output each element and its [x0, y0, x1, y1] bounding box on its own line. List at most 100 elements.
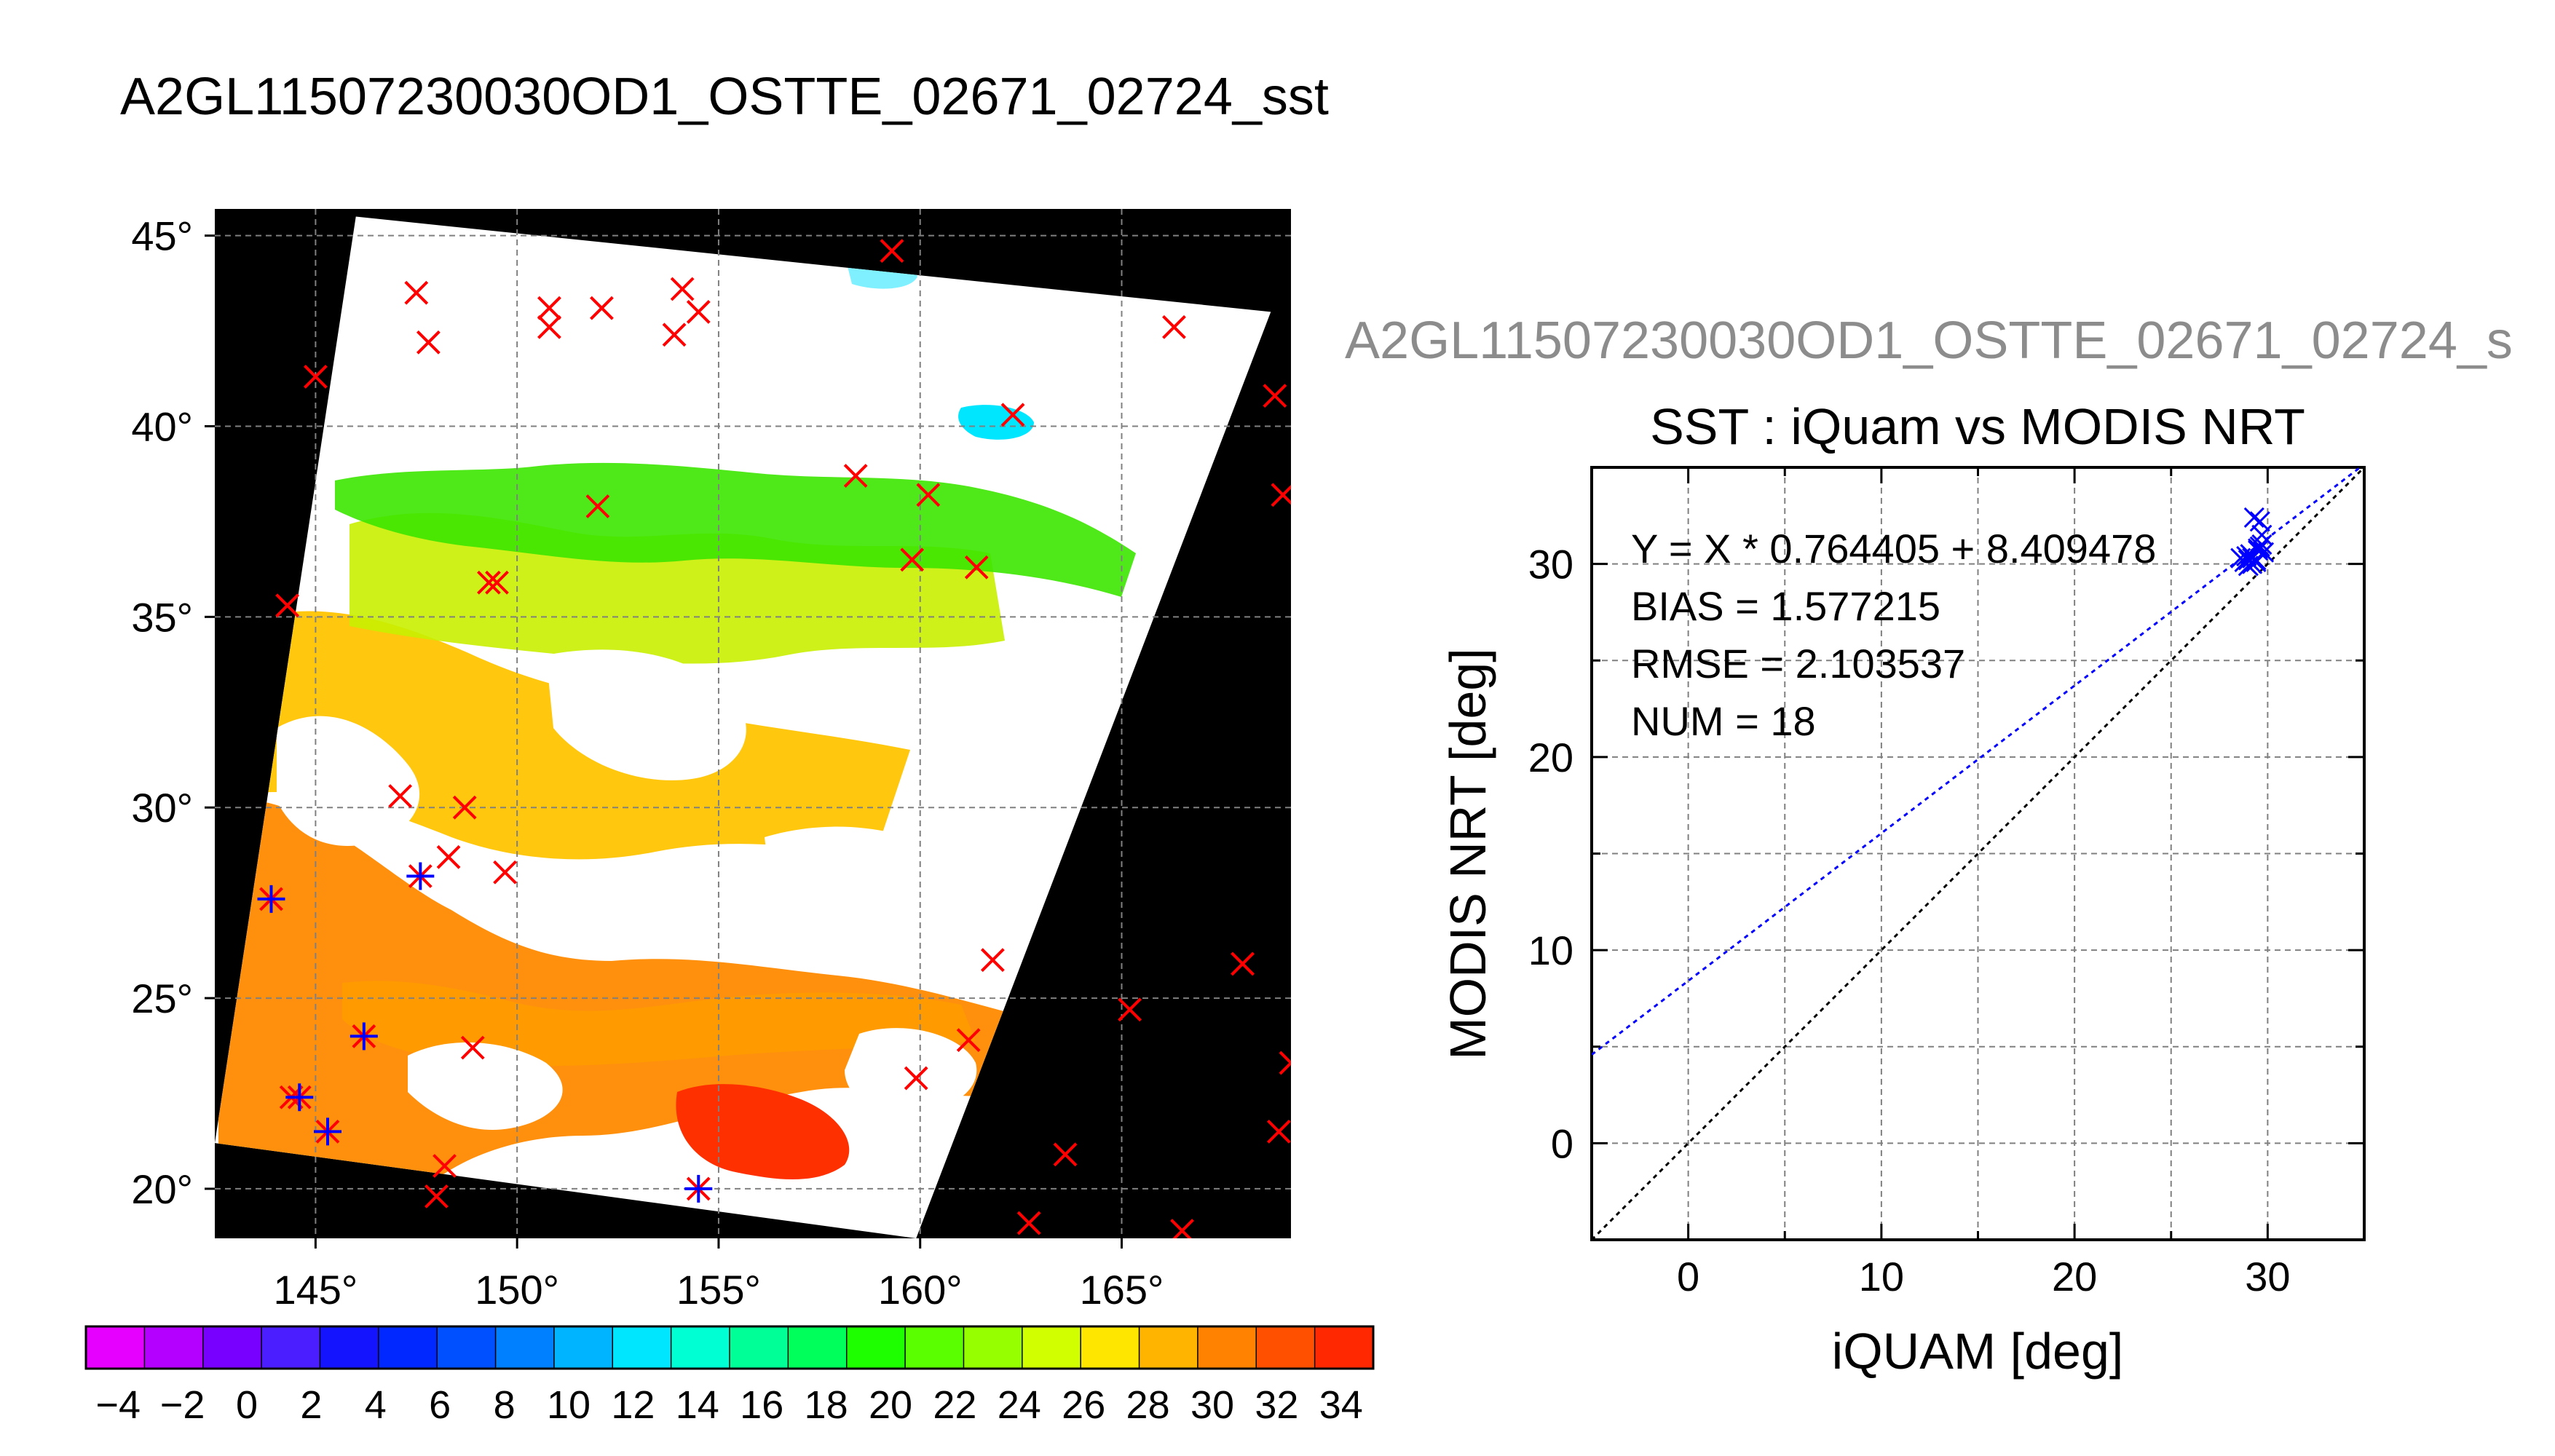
cloud-patch-4: [408, 1042, 563, 1130]
red-x-marker: [537, 314, 561, 339]
scatter-title: SST : iQuam vs MODIS NRT: [1650, 398, 2305, 455]
red-x-marker: [424, 1184, 449, 1208]
colorbar-cell: [1197, 1326, 1257, 1369]
red-x-marker: [662, 323, 687, 347]
scatter-panel: SST : iQuam vs MODIS NRT 0 10 20 300102030 …: [1440, 398, 2366, 1380]
map-lat-tick-label: 45°: [131, 213, 193, 259]
scatter-point: [2251, 534, 2272, 555]
map-lat-tick-label: 20°: [131, 1166, 193, 1212]
colorbar-tick-label: 8: [494, 1383, 516, 1427]
colorbar-cell: [963, 1326, 1023, 1369]
x-axis-label: iQUAM [deg]: [1832, 1323, 2124, 1380]
red-x-marker: [670, 277, 695, 301]
colorbar-tick-label: 4: [365, 1383, 387, 1427]
red-x-marker: [880, 239, 904, 264]
scatter-annotation: RMSE = 2.103537: [1631, 641, 1965, 687]
red-x-marker: [1162, 314, 1186, 339]
colorbar-cell: [1022, 1326, 1081, 1369]
scatter-annotation: Y = X * 0.764405 + 8.409478: [1631, 526, 2156, 571]
red-x-marker: [1053, 1142, 1078, 1167]
red-x-marker: [433, 1154, 457, 1178]
red-x-marker: [1000, 403, 1025, 427]
red-x-marker: [477, 570, 501, 595]
colorbar-cell: [788, 1326, 848, 1369]
cloud-patch-3: [765, 826, 982, 941]
red-x-marker: [904, 1066, 928, 1091]
colorbar-cell: [905, 1326, 964, 1369]
colorbar-tick-label: 22: [933, 1383, 976, 1427]
colorbar-tick-label: 6: [429, 1383, 451, 1427]
red-x-marker: [416, 330, 441, 355]
colorbar-cell: [1256, 1326, 1316, 1369]
colorbar-cell: [202, 1326, 262, 1369]
colorbar-tick-label: 10: [547, 1383, 591, 1427]
red-x-marker: [1016, 1211, 1041, 1235]
red-x-marker: [1118, 997, 1142, 1022]
colorbar-cell: [437, 1326, 497, 1369]
colorbar-tick-label: 14: [676, 1383, 719, 1427]
scatter-annotation: BIAS = 1.577215: [1631, 583, 1940, 629]
blue-star-marker: [406, 862, 435, 890]
map-lon-tick-label: 160°: [878, 1267, 963, 1313]
colorbar-cells: [86, 1326, 1374, 1369]
red-x-marker: [590, 296, 614, 320]
colorbar-tick-label: 32: [1255, 1383, 1298, 1427]
colorbar-cell: [553, 1326, 613, 1369]
red-x-marker: [585, 494, 610, 518]
colorbar-tick-label: 28: [1126, 1383, 1170, 1427]
map-lon-tick-label: 165°: [1080, 1267, 1164, 1313]
red-x-marker: [1279, 1051, 1291, 1075]
scatter-annotation: NUM = 18: [1631, 698, 1816, 744]
red-x-marker: [1266, 1119, 1291, 1144]
scatter-y-tick-label: 30: [1528, 542, 1573, 587]
colorbar-cell: [1081, 1326, 1140, 1369]
scatter-points: [2230, 507, 2275, 577]
colorbar-frame: [84, 1325, 1375, 1370]
colorbar-cell: [1314, 1326, 1374, 1369]
colorbar-tick-label: 18: [805, 1383, 848, 1427]
red-x-marker: [956, 1028, 981, 1053]
map-panel: 145° 150° 155° 160° 165° 45° 40° 35° 30° 25° 20°: [131, 209, 1291, 1313]
scatter-x-tick-label: 0: [1677, 1254, 1699, 1299]
colorbar-cell: [612, 1326, 672, 1369]
blue-star-marker: [257, 885, 285, 913]
red-x-marker: [404, 280, 429, 305]
red-x-marker: [1231, 951, 1255, 976]
red-x-marker: [460, 1035, 485, 1060]
colorbar-tick-label: −4: [95, 1383, 141, 1427]
map-lat-tick-label: 25°: [131, 976, 193, 1021]
blue-star-marker: [350, 1022, 378, 1051]
scatter-y-tick-label: 20: [1528, 735, 1573, 780]
red-x-marker: [436, 844, 461, 869]
figure-title: A2GL11507230030OD1_OSTTE_02671_02724_sst: [120, 68, 1329, 126]
sst-field: [218, 253, 1136, 1238]
cloud-patch-1: [277, 716, 420, 846]
colorbar-cell: [1139, 1326, 1198, 1369]
red-x-marker: [303, 365, 328, 389]
colorbar: −4 −2 0 2 4 6 8 10 12 14 16 18 20 22 24 26 28 30 32 34: [84, 1325, 1375, 1427]
red-x-marker: [275, 593, 300, 618]
red-x-marker: [964, 555, 989, 579]
colorbar-tick-label: 0: [236, 1383, 258, 1427]
red-x-marker: [686, 299, 711, 324]
sst-region-green: [335, 462, 1136, 597]
blue-star-marker: [684, 1174, 713, 1203]
secondary-title: A2GL11507230030OD1_OSTTE_02671_02724_s: [1345, 312, 2513, 370]
colorbar-cell: [495, 1326, 555, 1369]
scatter-y-tick-label: 0: [1551, 1120, 1573, 1166]
map-grid: [215, 209, 1291, 1238]
scatter-point: [2246, 550, 2267, 571]
sst-region-orange-south: [342, 981, 976, 1067]
colorbar-tick-label: 20: [869, 1383, 912, 1427]
red-x-marker: [1263, 384, 1287, 408]
y-axis-label: MODIS NRT [deg]: [1440, 648, 1496, 1059]
colorbar-tick-label: 34: [1319, 1383, 1363, 1427]
red-x-marker: [900, 547, 925, 572]
colorbar-cell: [730, 1326, 789, 1369]
colorbar-cell: [144, 1326, 204, 1369]
scatter-y-tick-label: 10: [1528, 927, 1573, 973]
colorbar-tick-label: 24: [998, 1383, 1041, 1427]
map-markers: [257, 239, 1291, 1238]
colorbar-tick-label: 16: [740, 1383, 783, 1427]
